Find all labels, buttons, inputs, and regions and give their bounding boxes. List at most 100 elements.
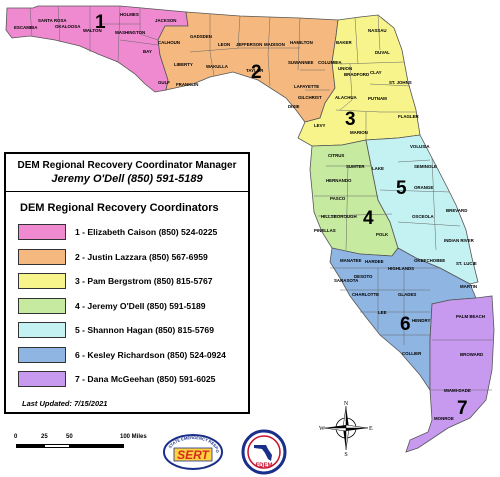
scale-label: 100 Miles (120, 434, 147, 440)
county-label: WALTON (83, 28, 102, 33)
fdem-logo: FDEM (241, 429, 287, 475)
legend-item-4: 4 - Jeremy O'Dell (850) 591-5189 (18, 294, 248, 319)
legend-label: 3 - Pam Bergstrom (850) 815-5767 (75, 276, 213, 287)
scale-bar: 0 25 50 100 Miles (14, 434, 174, 460)
compass-w: W (319, 426, 325, 432)
county-label: LAKE (372, 166, 384, 171)
sert-logo: STATE EMERGENCY RESPONSE TEAM SERT (162, 432, 223, 470)
scale-label: 25 (41, 434, 48, 440)
county-label: PALM BEACH (456, 314, 485, 319)
county-label: CALHOUN (158, 40, 180, 45)
legend-item-2: 2 - Justin Lazzara (850) 567-6959 (18, 245, 248, 270)
county-label: FRANKLIN (176, 82, 198, 87)
legend-label: 2 - Justin Lazzara (850) 567-6959 (75, 251, 208, 262)
coordinators-title: DEM Regional Recovery Coordinators (20, 202, 219, 214)
county-label: FLAGLER (398, 114, 420, 119)
region-2-area (157, 11, 339, 123)
county-label: ALACHUA (335, 95, 358, 100)
county-label: VOLUSIA (410, 144, 430, 149)
legend-swatch (18, 346, 66, 363)
legend-panel: DEM Regional Recovery Coordinator Manage… (4, 152, 250, 414)
county-label: OKEECHOBEE (414, 258, 445, 263)
region-number-3: 3 (345, 109, 356, 130)
region-5-area (365, 134, 479, 285)
county-label: CHARLOTTE (352, 292, 379, 297)
legend-swatch (18, 248, 66, 265)
region-number-4: 4 (363, 208, 374, 229)
legend-swatch (18, 322, 66, 339)
county-label: NASSAU (368, 28, 387, 33)
county-label: BRADFORD (344, 72, 369, 77)
legend-label: 5 - Shannon Hagan (850) 815-5769 (75, 325, 214, 336)
region-numbers: 1 2 3 4 5 6 7 (95, 12, 468, 419)
legend-item-3: 3 - Pam Bergstrom (850) 815-5767 (18, 269, 248, 294)
legend-swatch (18, 297, 66, 314)
county-label: COLLIER (402, 351, 422, 356)
county-label: JEFFERSON (236, 42, 262, 47)
county-label: HENDRY (412, 318, 430, 323)
county-label: LEON (218, 42, 230, 47)
legend-swatch (18, 371, 66, 388)
county-label: MANATEE (340, 258, 361, 263)
legend-label: 7 - Dana McGeehan (850) 591-6025 (75, 374, 216, 385)
county-labels: SANTA ROSA ESCAMBIA OKALOOSA WALTON HOLM… (14, 12, 485, 421)
county-label: PASCO (330, 196, 346, 201)
compass-e: E (369, 426, 373, 432)
county-label: ST. LUCIE (456, 261, 477, 266)
compass-n: N (344, 401, 349, 407)
legend-label: 4 - Jeremy O'Dell (850) 591-5189 (75, 300, 206, 311)
county-label: MARION (350, 130, 368, 135)
county-label: MIAMI-DADE (444, 388, 471, 393)
county-label: DESOTO (354, 274, 373, 279)
scale-segment (44, 444, 70, 448)
county-label: ORANGE (414, 185, 433, 190)
legend-item-1: 1 - Elizabeth Caison (850) 524-0225 (18, 220, 248, 245)
county-label: OSCEOLA (412, 214, 435, 219)
county-label: BREVARD (446, 208, 467, 213)
county-label: POLK (376, 232, 389, 237)
county-label: WAKULLA (206, 64, 229, 69)
compass-s: S (344, 452, 347, 456)
county-label: SARASOTA (334, 278, 359, 283)
scale-segment (16, 444, 44, 448)
county-label: COLUMBIA (318, 60, 342, 65)
county-label: LEVY (314, 123, 326, 128)
county-label: BAKER (336, 40, 352, 45)
county-label: HAMILTON (290, 40, 313, 45)
county-label: MONROE (434, 416, 454, 421)
county-lines (29, 5, 494, 391)
manager-name: Jeremy O'Dell (850) 591-5189 (51, 173, 203, 185)
compass-rose: N S W E (319, 401, 373, 456)
county-label: LIBERTY (174, 62, 193, 67)
county-label: LEE (378, 310, 387, 315)
county-label: PINELLAS (314, 228, 336, 233)
county-label: UNION (338, 66, 352, 71)
county-label: SANTA ROSA (38, 18, 67, 23)
county-label: HILLSBOROUGH (321, 214, 357, 219)
county-label: ESCAMBIA (14, 25, 38, 30)
county-label: ST. JOHNS (389, 80, 412, 85)
county-label: PUTNAM (368, 96, 387, 101)
county-label: TAYLOR (246, 68, 264, 73)
county-label: DIXIE (288, 104, 300, 109)
last-updated: Last Updated: 7/15/2021 (22, 399, 108, 408)
county-label: BROWARD (460, 352, 483, 357)
region-number-5: 5 (396, 178, 407, 199)
county-label: BAY (143, 49, 152, 54)
county-label: HOLMES (120, 12, 139, 17)
county-label: SEMINOLE (414, 164, 437, 169)
county-label: GULF (158, 80, 170, 85)
county-label: SUWANNEE (288, 60, 313, 65)
county-label: HERNANDO (326, 178, 352, 183)
scale-label: 50 (66, 434, 73, 440)
scale-segment (70, 444, 124, 448)
county-label: JACKSON (155, 18, 176, 23)
legend-swatch (18, 273, 66, 290)
county-label: SUMTER (346, 164, 365, 169)
region-number-7: 7 (457, 398, 468, 419)
county-label: GADSDEN (190, 34, 212, 39)
legend-label: 1 - Elizabeth Caison (850) 524-0225 (75, 227, 218, 238)
region-7-area (405, 295, 495, 453)
region-number-1: 1 (95, 12, 106, 33)
